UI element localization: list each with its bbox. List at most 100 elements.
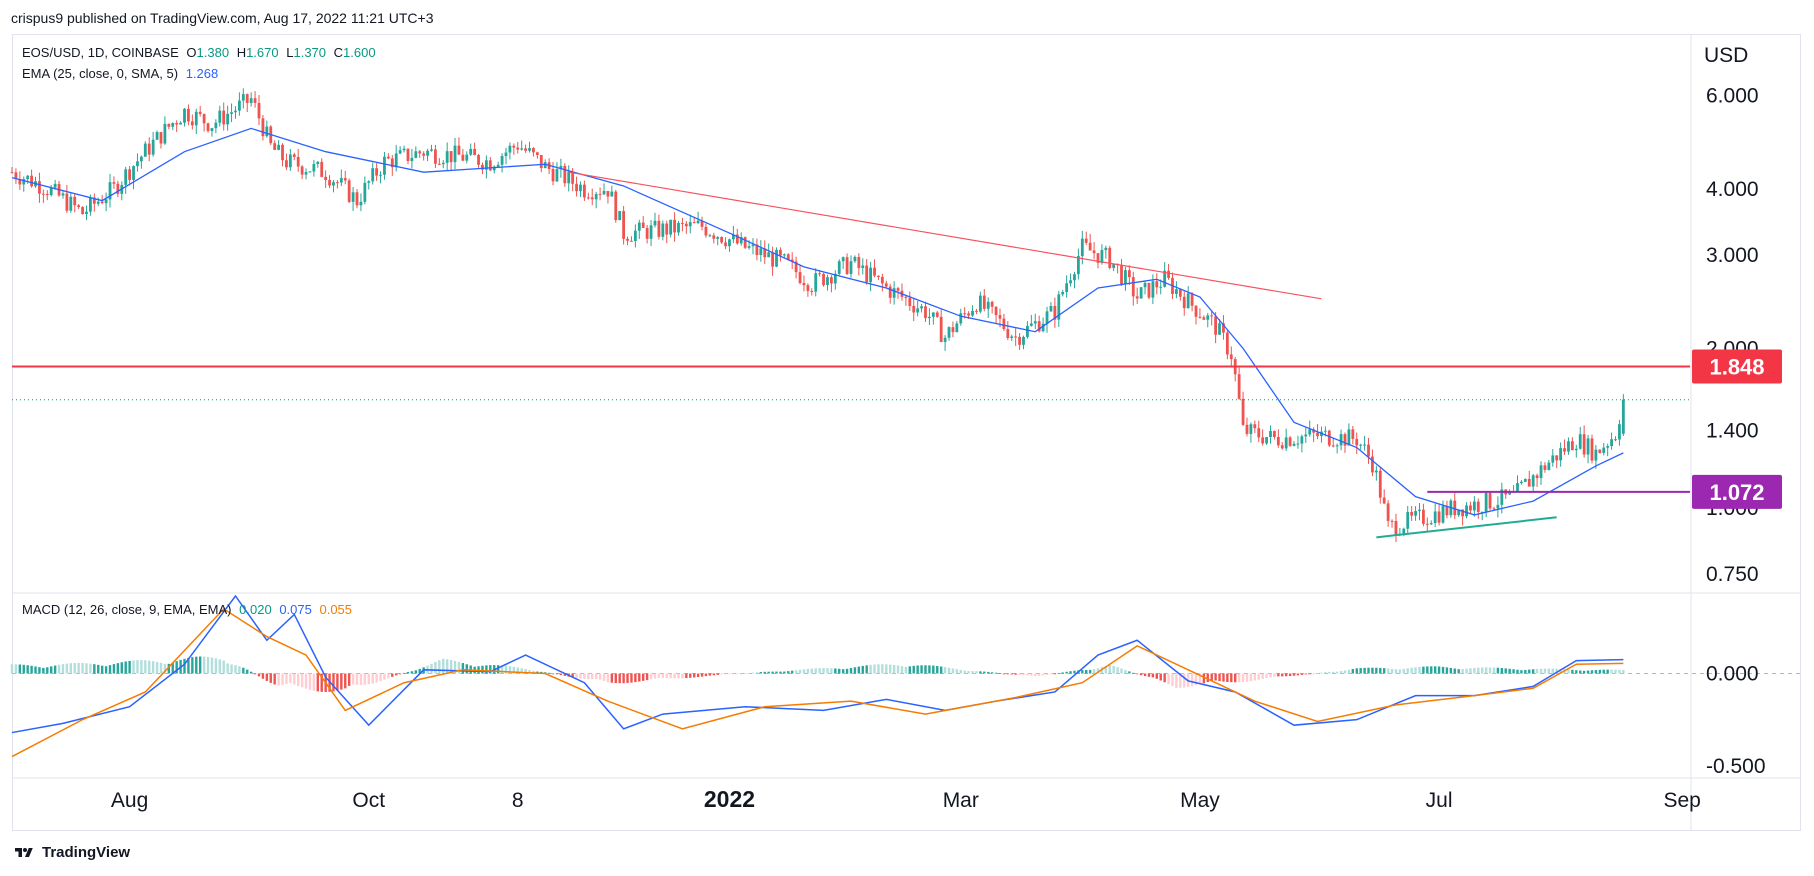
macd-histogram-bar [1222, 673, 1225, 682]
candle-body [782, 254, 786, 256]
macd-pane [10, 594, 1800, 758]
macd-histogram-bar [767, 671, 770, 674]
macd-histogram-bar [1316, 672, 1319, 674]
macd-histogram-bar [692, 673, 696, 678]
macd-histogram-bar [30, 665, 33, 674]
candle-body [484, 160, 488, 170]
macd-histogram-bar [69, 663, 73, 674]
macd-histogram-bar [665, 673, 668, 679]
symbol-label[interactable]: EOS/USD, 1D, COINBASE [22, 45, 179, 60]
macd-histogram-bar [728, 673, 731, 675]
macd-histogram-bar [269, 673, 272, 683]
candle-body [602, 190, 606, 195]
macd-histogram-bar [1163, 673, 1166, 683]
macd-histogram-bar [1410, 667, 1413, 674]
macd-histogram-bar [1210, 673, 1213, 681]
macd-histogram-bar [681, 673, 684, 679]
macd-histogram-bar [630, 673, 633, 683]
candle-body [339, 178, 343, 183]
candle-body [1433, 511, 1437, 524]
candle-body [583, 184, 586, 198]
macd-histogram-bar [845, 668, 849, 674]
candle-body [1033, 321, 1037, 324]
macd-histogram-bar [614, 673, 617, 684]
macd-histogram-bar [1324, 672, 1327, 674]
candle-body [473, 148, 477, 156]
candle-body [1520, 481, 1523, 484]
macd-histogram-bar [732, 673, 735, 675]
macd-histogram-bar [1281, 673, 1284, 677]
macd-histogram-bar [814, 668, 817, 674]
candle-body [1461, 509, 1465, 517]
candle-body [833, 273, 837, 284]
macd-histogram-bar [163, 663, 167, 674]
macd-histogram-bar [787, 671, 790, 674]
candle-body [430, 149, 433, 151]
macd-histogram-bar [1296, 673, 1300, 676]
time-tick-label: Jul [1426, 789, 1453, 812]
candle-body [1351, 429, 1355, 439]
candle-body [359, 201, 363, 206]
macd-histogram-bar [798, 669, 802, 674]
candle-body [1418, 509, 1421, 512]
macd-histogram-bar [1520, 670, 1523, 674]
candle-body [551, 169, 555, 182]
ema-legend[interactable]: EMA (25, close, 0, SMA, 5) 1.268 [22, 66, 222, 81]
macd-histogram-bar [1481, 667, 1484, 674]
candle-body [1359, 444, 1363, 446]
macd-histogram-bar [743, 673, 747, 675]
candle-body [559, 165, 563, 170]
candle-body [100, 201, 104, 204]
macd-histogram-bar [1382, 668, 1386, 674]
macd-histogram-bar [198, 656, 202, 674]
candle-body [982, 295, 986, 309]
macd-histogram-bar [1304, 673, 1307, 675]
macd-histogram-bar [889, 664, 892, 674]
macd-histogram-bar [779, 671, 782, 674]
candle-body [355, 192, 359, 206]
price-tick-label: 4.000 [1706, 178, 1759, 201]
candle-body [963, 313, 967, 315]
time-tick-label: Oct [352, 789, 385, 812]
candle-body [1500, 489, 1504, 505]
resistance-price-label: 1.848 [1709, 355, 1764, 380]
candle-body [1214, 316, 1218, 335]
candle-body [285, 160, 288, 168]
candle-body [316, 161, 320, 165]
macd-histogram-bar [1128, 671, 1131, 674]
candle-body [65, 193, 69, 211]
macd-histogram-bar [1465, 668, 1468, 674]
candle-body [645, 227, 649, 239]
macd-histogram-bar [1359, 668, 1362, 674]
macd-histogram-bar [598, 673, 602, 680]
candle-body [163, 123, 167, 144]
macd-histogram-bar [151, 661, 155, 674]
macd-histogram-bar [1006, 673, 1010, 675]
candle-body [69, 196, 73, 211]
candle-body [861, 265, 865, 268]
macd-histogram-bar [1488, 667, 1492, 674]
macd-histogram-bar [865, 665, 868, 674]
candle-body [1598, 449, 1602, 453]
macd-histogram-bar [1390, 668, 1394, 674]
macd-histogram-bar [1528, 669, 1531, 674]
candle-body [790, 259, 794, 262]
macd-tick-label: 0.000 [1706, 663, 1759, 686]
candle-body [1469, 505, 1472, 511]
macd-legend[interactable]: MACD (12, 26, close, 9, EMA, EMA) 0.020 … [22, 602, 356, 617]
candle-body [304, 172, 308, 175]
macd-histogram-bar [618, 673, 621, 684]
candle-body [1602, 447, 1606, 453]
macd-histogram-bar [159, 662, 163, 674]
candle-body [320, 161, 324, 177]
candle-body [1147, 282, 1151, 298]
macd-histogram-bar [512, 666, 516, 674]
macd-histogram-bar [187, 657, 190, 674]
candle-body [226, 113, 230, 125]
candle-body [328, 180, 331, 186]
candle-body [1112, 263, 1116, 268]
tradingview-footer[interactable]: TradingView [12, 844, 130, 861]
macd-histogram-bar [1606, 669, 1609, 674]
macd-histogram-bar [1500, 668, 1504, 674]
